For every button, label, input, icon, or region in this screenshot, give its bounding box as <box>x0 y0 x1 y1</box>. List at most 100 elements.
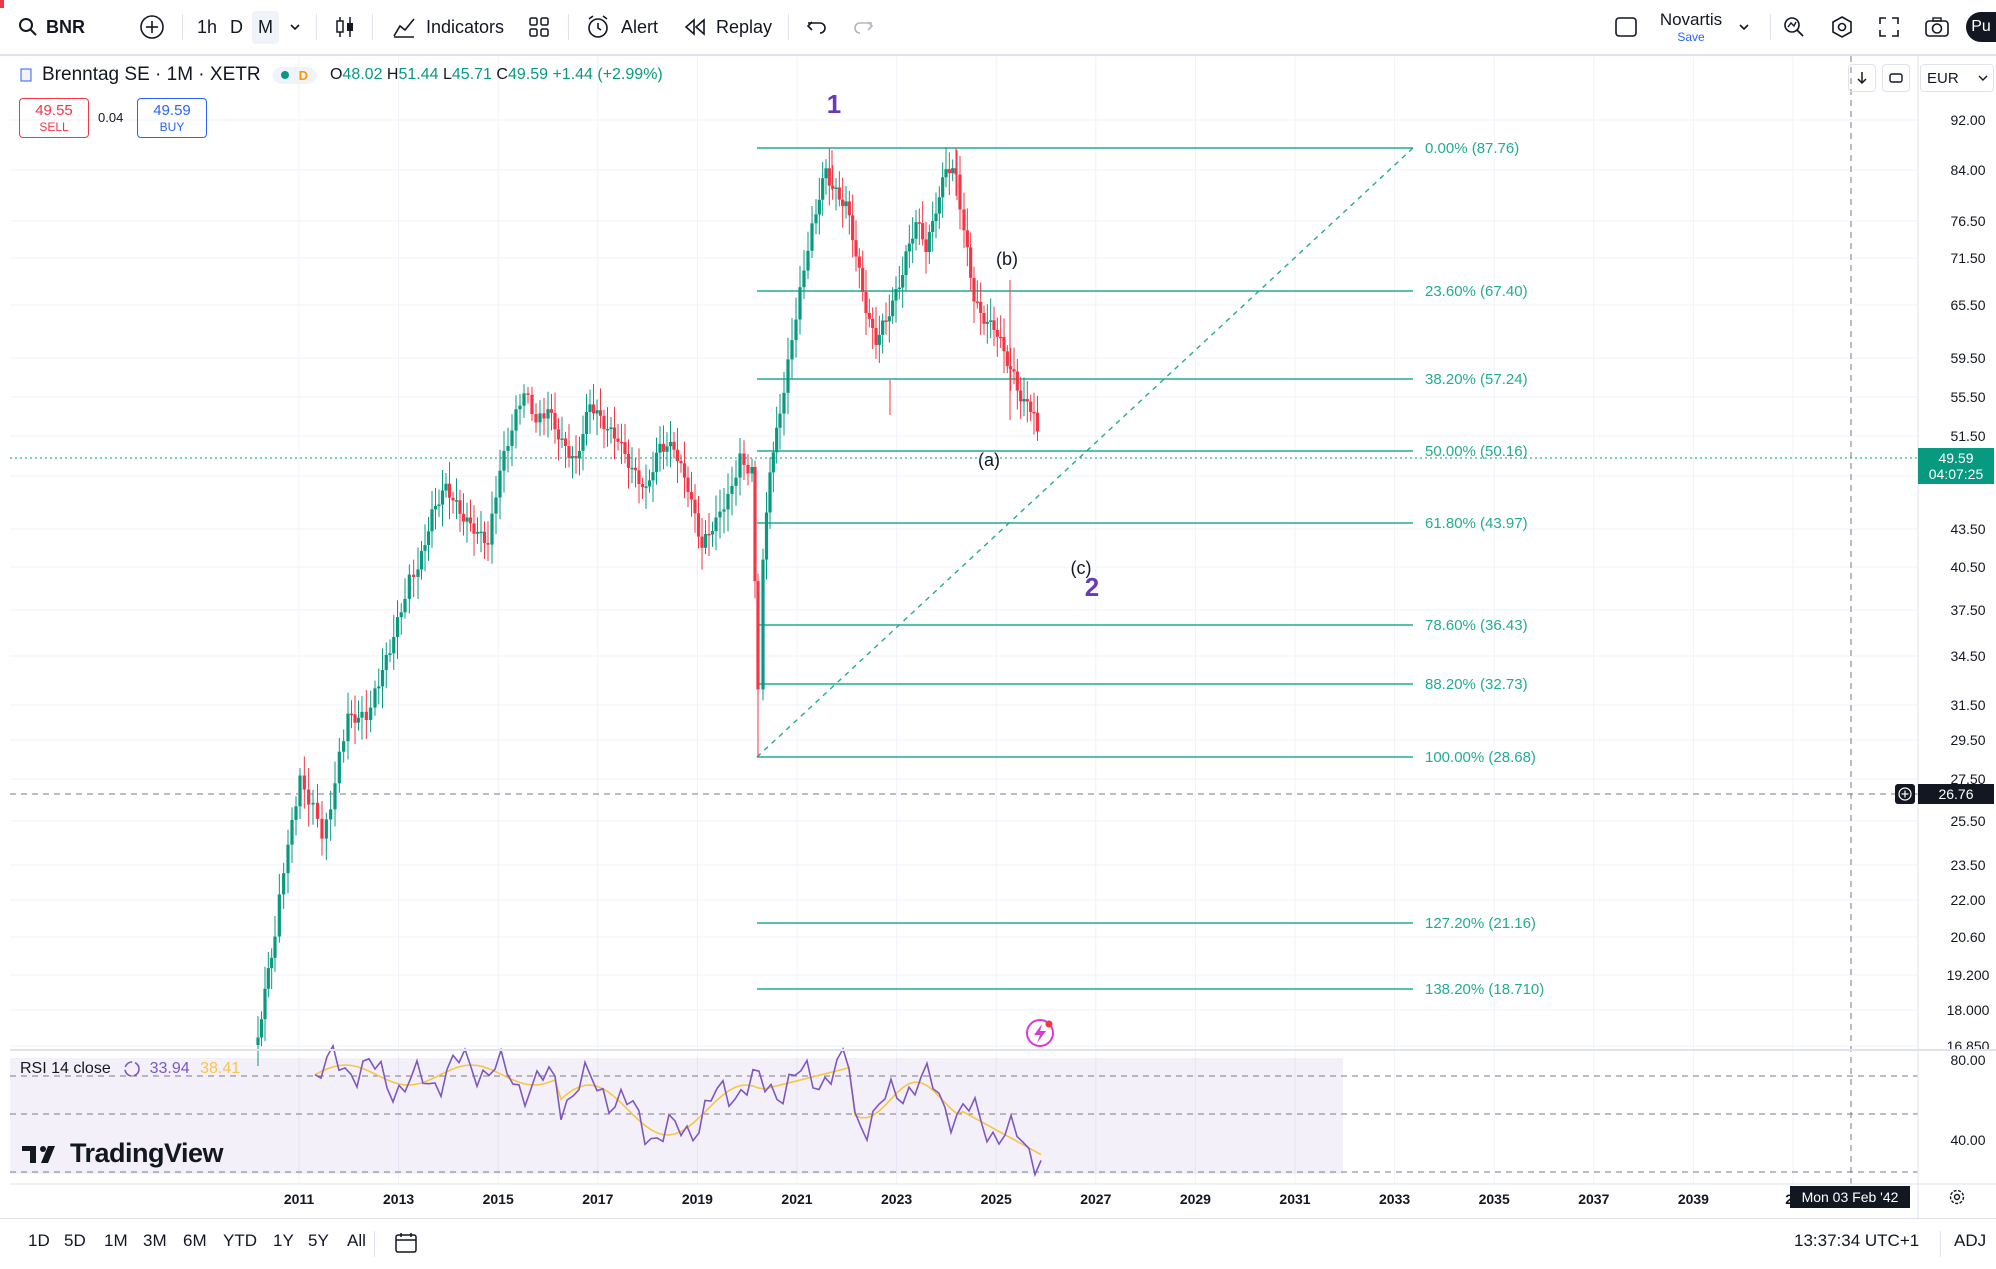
candle-body <box>479 531 483 534</box>
candle-body <box>827 168 831 186</box>
candle-body <box>992 320 996 330</box>
candle-body <box>598 410 603 416</box>
candle-body <box>349 713 354 716</box>
interval-d[interactable]: D <box>230 0 243 54</box>
wave-label-w2[interactable]: 2 <box>1085 572 1099 602</box>
go-to-date-button[interactable] <box>394 1232 418 1259</box>
symbol-title: Brenntag SE · 1M · XETR <box>42 64 261 85</box>
replay-button[interactable]: Replay <box>684 0 772 54</box>
scroll-to-latest-button[interactable] <box>1848 64 1876 92</box>
rsi-tick-label: 40.00 <box>1950 1132 1985 1148</box>
candle-body <box>637 470 641 485</box>
alert-button[interactable]: Alert <box>585 0 658 54</box>
range-ytd[interactable]: YTD <box>223 1231 257 1250</box>
delayed-badge: D <box>298 67 308 83</box>
candle-body <box>329 809 333 820</box>
time-tick-label: 2013 <box>383 1191 414 1207</box>
candle-body <box>522 393 526 406</box>
templates-icon <box>529 17 549 37</box>
fib-retracement[interactable]: 0.00% (87.76) 23.60% (67.40) 38.20% (57.24… <box>756 140 1544 998</box>
adjust-data-button[interactable]: ADJ <box>1954 1231 1987 1250</box>
redo-button[interactable] <box>852 0 874 54</box>
snapshot-button[interactable] <box>1924 0 1950 54</box>
layout-button[interactable] <box>1614 0 1638 54</box>
range-1d[interactable]: 1D <box>28 1231 50 1250</box>
search-icon <box>19 18 37 36</box>
symbol-legend[interactable]: Brenntag SE · 1M · XETR D O48.02 H51.44 … <box>20 64 663 86</box>
candle-body <box>995 329 999 337</box>
interval-m[interactable]: M <box>252 0 279 54</box>
candle-body <box>742 453 746 465</box>
settings-icon <box>1832 16 1852 38</box>
candle-body <box>307 789 311 805</box>
arrow-down-icon <box>1857 72 1867 85</box>
publish-button[interactable]: Pu <box>1966 12 1996 42</box>
candle-body <box>510 430 514 446</box>
chart-settings-button[interactable] <box>1948 1188 1966 1211</box>
market-status-badge[interactable]: D <box>272 66 316 84</box>
reset-scale-button[interactable] <box>1882 64 1910 92</box>
candle-body <box>549 409 554 413</box>
candle-body <box>894 289 898 301</box>
candle-body <box>891 300 895 317</box>
range-5y[interactable]: 5Y <box>308 1231 329 1250</box>
candle-body <box>286 844 290 874</box>
candle-body <box>911 238 915 244</box>
high-label: H <box>386 66 399 83</box>
quick-search-button[interactable] <box>1782 0 1806 54</box>
candle-body <box>353 714 357 723</box>
candle-body <box>877 334 881 345</box>
candle-body <box>506 445 510 451</box>
add-alert-plus-button[interactable] <box>1895 784 1915 804</box>
undo-icon <box>806 21 826 34</box>
price-axis[interactable]: 92.00 84.00 76.50 71.50 65.50 59.50 55.50 51.50… <box>1947 112 1990 1148</box>
candle-body <box>857 256 861 268</box>
candle-body <box>778 413 782 428</box>
candle-body <box>1015 371 1019 391</box>
layout-dropdown[interactable] <box>1737 0 1751 54</box>
wave-labels[interactable]: 1 (b) (a) (c)2 <box>827 89 1099 602</box>
chart-type-button[interactable] <box>334 0 356 54</box>
candle-body <box>605 428 610 431</box>
range-3m[interactable]: 3M <box>143 1231 167 1250</box>
candle-body <box>570 456 575 458</box>
candle-body <box>518 405 522 410</box>
indicators-button[interactable]: Indicators <box>392 0 504 54</box>
candle-body <box>682 463 687 478</box>
wave-label-c[interactable]: (c) <box>1071 558 1092 578</box>
candle-body <box>782 392 786 414</box>
currency-select[interactable]: EUR <box>1920 64 1994 92</box>
tradingview-logo[interactable]: TradingView <box>22 1138 224 1169</box>
bolt-icon[interactable] <box>1026 1019 1054 1047</box>
templates-button[interactable] <box>528 0 550 54</box>
wave-label-b[interactable]: (b) <box>996 249 1018 269</box>
wave-label-w1[interactable]: 1 <box>827 89 841 119</box>
undo-button[interactable] <box>806 0 828 54</box>
clock-timezone[interactable]: 13:37:34 UTC+1 <box>1794 1231 1920 1250</box>
candle-body <box>934 213 938 222</box>
interval-1h[interactable]: 1h <box>197 0 217 54</box>
buy-button[interactable]: 49.59 BUY <box>137 98 207 138</box>
wave-label-a[interactable]: (a) <box>978 450 1000 470</box>
symbol-search[interactable]: BNR <box>18 0 85 54</box>
buy-label: BUY <box>159 120 185 134</box>
sell-button[interactable]: 49.55 SELL <box>19 98 89 138</box>
time-axis[interactable]: 2011 2013 2015 2017 2019 2021 2023 2025 2027 2029… <box>284 1191 1801 1207</box>
time-tick-label: 2011 <box>284 1191 315 1207</box>
refresh-icon <box>1889 73 1903 83</box>
rsi-legend[interactable]: RSI 14 close 33.94 38.41 <box>20 1060 240 1078</box>
indicators-label: Indicators <box>426 16 505 37</box>
fullscreen-button[interactable] <box>1878 0 1900 54</box>
compare-button[interactable] <box>139 0 165 54</box>
range-5d[interactable]: 5D <box>64 1231 86 1250</box>
candle-body <box>917 222 921 224</box>
range-1y[interactable]: 1Y <box>273 1231 294 1250</box>
settings-button[interactable] <box>1830 0 1854 54</box>
range-1m[interactable]: 1M <box>104 1231 128 1250</box>
range-all[interactable]: All <box>347 1231 366 1250</box>
layout-name[interactable]: Novartis Save <box>1656 0 1726 54</box>
separator <box>788 14 789 40</box>
range-6m[interactable]: 6M <box>183 1231 207 1250</box>
interval-dropdown[interactable] <box>288 0 302 54</box>
